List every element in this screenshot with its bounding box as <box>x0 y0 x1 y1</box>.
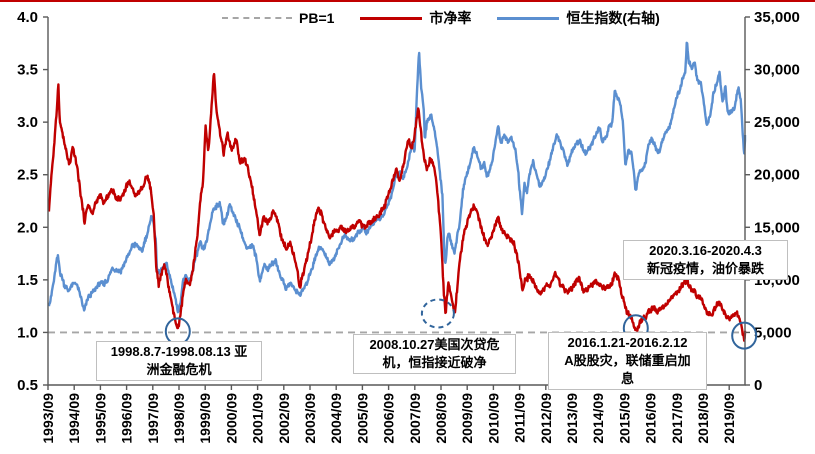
legend-label: 恒生指数(右轴) <box>566 10 660 26</box>
x-axis-tick-label: 2011/09 <box>512 393 528 443</box>
left-axis-tick-label: 1.5 <box>17 272 38 289</box>
right-axis-tick-label: 15,000 <box>754 219 800 236</box>
x-axis-tick-label: 2005/09 <box>354 393 370 444</box>
x-axis-tick-label: 1999/09 <box>197 393 213 444</box>
x-axis-tick-label: 1993/09 <box>40 393 56 444</box>
x-axis-tick-label: 2018/09 <box>695 393 711 444</box>
legend-label: PB=1 <box>299 10 335 26</box>
axis-tick-labels: 4.0 3.5 3.0 2.5 2.0 1.5 1.0 0.5 35,000 30,000 25,0… <box>17 9 800 444</box>
series-lines <box>47 41 747 342</box>
right-axis-tick-label: 5,000 <box>754 324 792 341</box>
right-axis-tick-label: 25,000 <box>754 114 800 131</box>
x-axis-tick-label: 2019/09 <box>721 393 737 444</box>
left-axis-tick-label: 0.5 <box>17 377 38 394</box>
legend-item-pb1: PB=1 <box>222 10 334 26</box>
x-axis-tick-label: 1997/09 <box>145 393 161 444</box>
event-circle <box>731 321 758 350</box>
top-border-rule <box>0 0 815 2</box>
x-axis-tick-label: 2014/09 <box>590 393 606 444</box>
left-axis-tick-label: 3.0 <box>17 114 38 131</box>
event-circle <box>420 298 455 329</box>
left-axis-tick-label: 1.0 <box>17 324 38 341</box>
annotation-subprime-crisis: 2008.10.27美国次贷危 机，恒指接近破净 <box>353 334 516 374</box>
annotation-2016-crash: 2016.1.21-2016.2.12 A股股灾，联储重启加 息 <box>548 332 707 390</box>
legend: PB=1 市净率 恒生指数(右轴) <box>222 8 660 28</box>
x-axis-tick-label: 2003/09 <box>302 393 318 444</box>
axes <box>43 16 750 390</box>
left-axis-tick-label: 4.0 <box>17 9 38 26</box>
x-axis-tick-label: 1995/09 <box>92 393 108 444</box>
x-axis-tick-label: 2001/09 <box>250 393 266 444</box>
right-axis-tick-label: 35,000 <box>754 9 800 26</box>
x-axis-tick-label: 1996/09 <box>119 393 135 444</box>
x-axis-tick-label: 2016/09 <box>643 393 659 444</box>
x-axis-tick-label: 1998/09 <box>171 393 187 444</box>
right-axis-tick-label: 0 <box>754 377 762 394</box>
x-axis-tick-label: 1994/09 <box>66 393 82 444</box>
x-axis-tick-label: 2009/09 <box>459 393 475 444</box>
left-axis-tick-label: 2.5 <box>17 167 38 184</box>
x-axis-tick-label: 2002/09 <box>276 393 292 444</box>
x-axis-tick-label: 2006/09 <box>381 393 397 444</box>
left-axis-tick-label: 3.5 <box>17 62 38 79</box>
legend-label: 市净率 <box>429 10 472 26</box>
right-axis-tick-label: 20,000 <box>754 167 800 184</box>
legend-item-hsi: 恒生指数(右轴) <box>497 8 660 28</box>
x-axis-tick-label: 2017/09 <box>669 393 685 444</box>
annotation-covid-oil-crash: 2020.3.16-2020.4.3 新冠疫情，油价暴跌 <box>623 240 788 280</box>
x-axis-tick-label: 2010/09 <box>485 393 501 444</box>
x-axis-tick-label: 2015/09 <box>616 393 632 444</box>
x-axis-tick-label: 2004/09 <box>328 393 344 444</box>
red-line-swatch <box>360 16 423 20</box>
right-axis-tick-label: 30,000 <box>754 62 800 79</box>
annotation-asian-financial-crisis: 1998.8.7-1998.08.13 亚 洲金融危机 <box>96 341 262 381</box>
x-axis-tick-label: 2007/09 <box>407 393 423 444</box>
x-axis-tick-label: 2013/09 <box>564 393 580 444</box>
x-axis-tick-label: 2000/09 <box>223 393 239 444</box>
dashed-line-swatch <box>222 17 292 19</box>
left-axis-tick-label: 2.0 <box>17 219 38 236</box>
legend-item-pb-ratio: 市净率 <box>360 8 471 28</box>
x-axis-tick-label: 2012/09 <box>538 393 554 444</box>
blue-line-swatch <box>497 16 560 20</box>
x-axis-tick-label: 2008/09 <box>433 393 449 444</box>
